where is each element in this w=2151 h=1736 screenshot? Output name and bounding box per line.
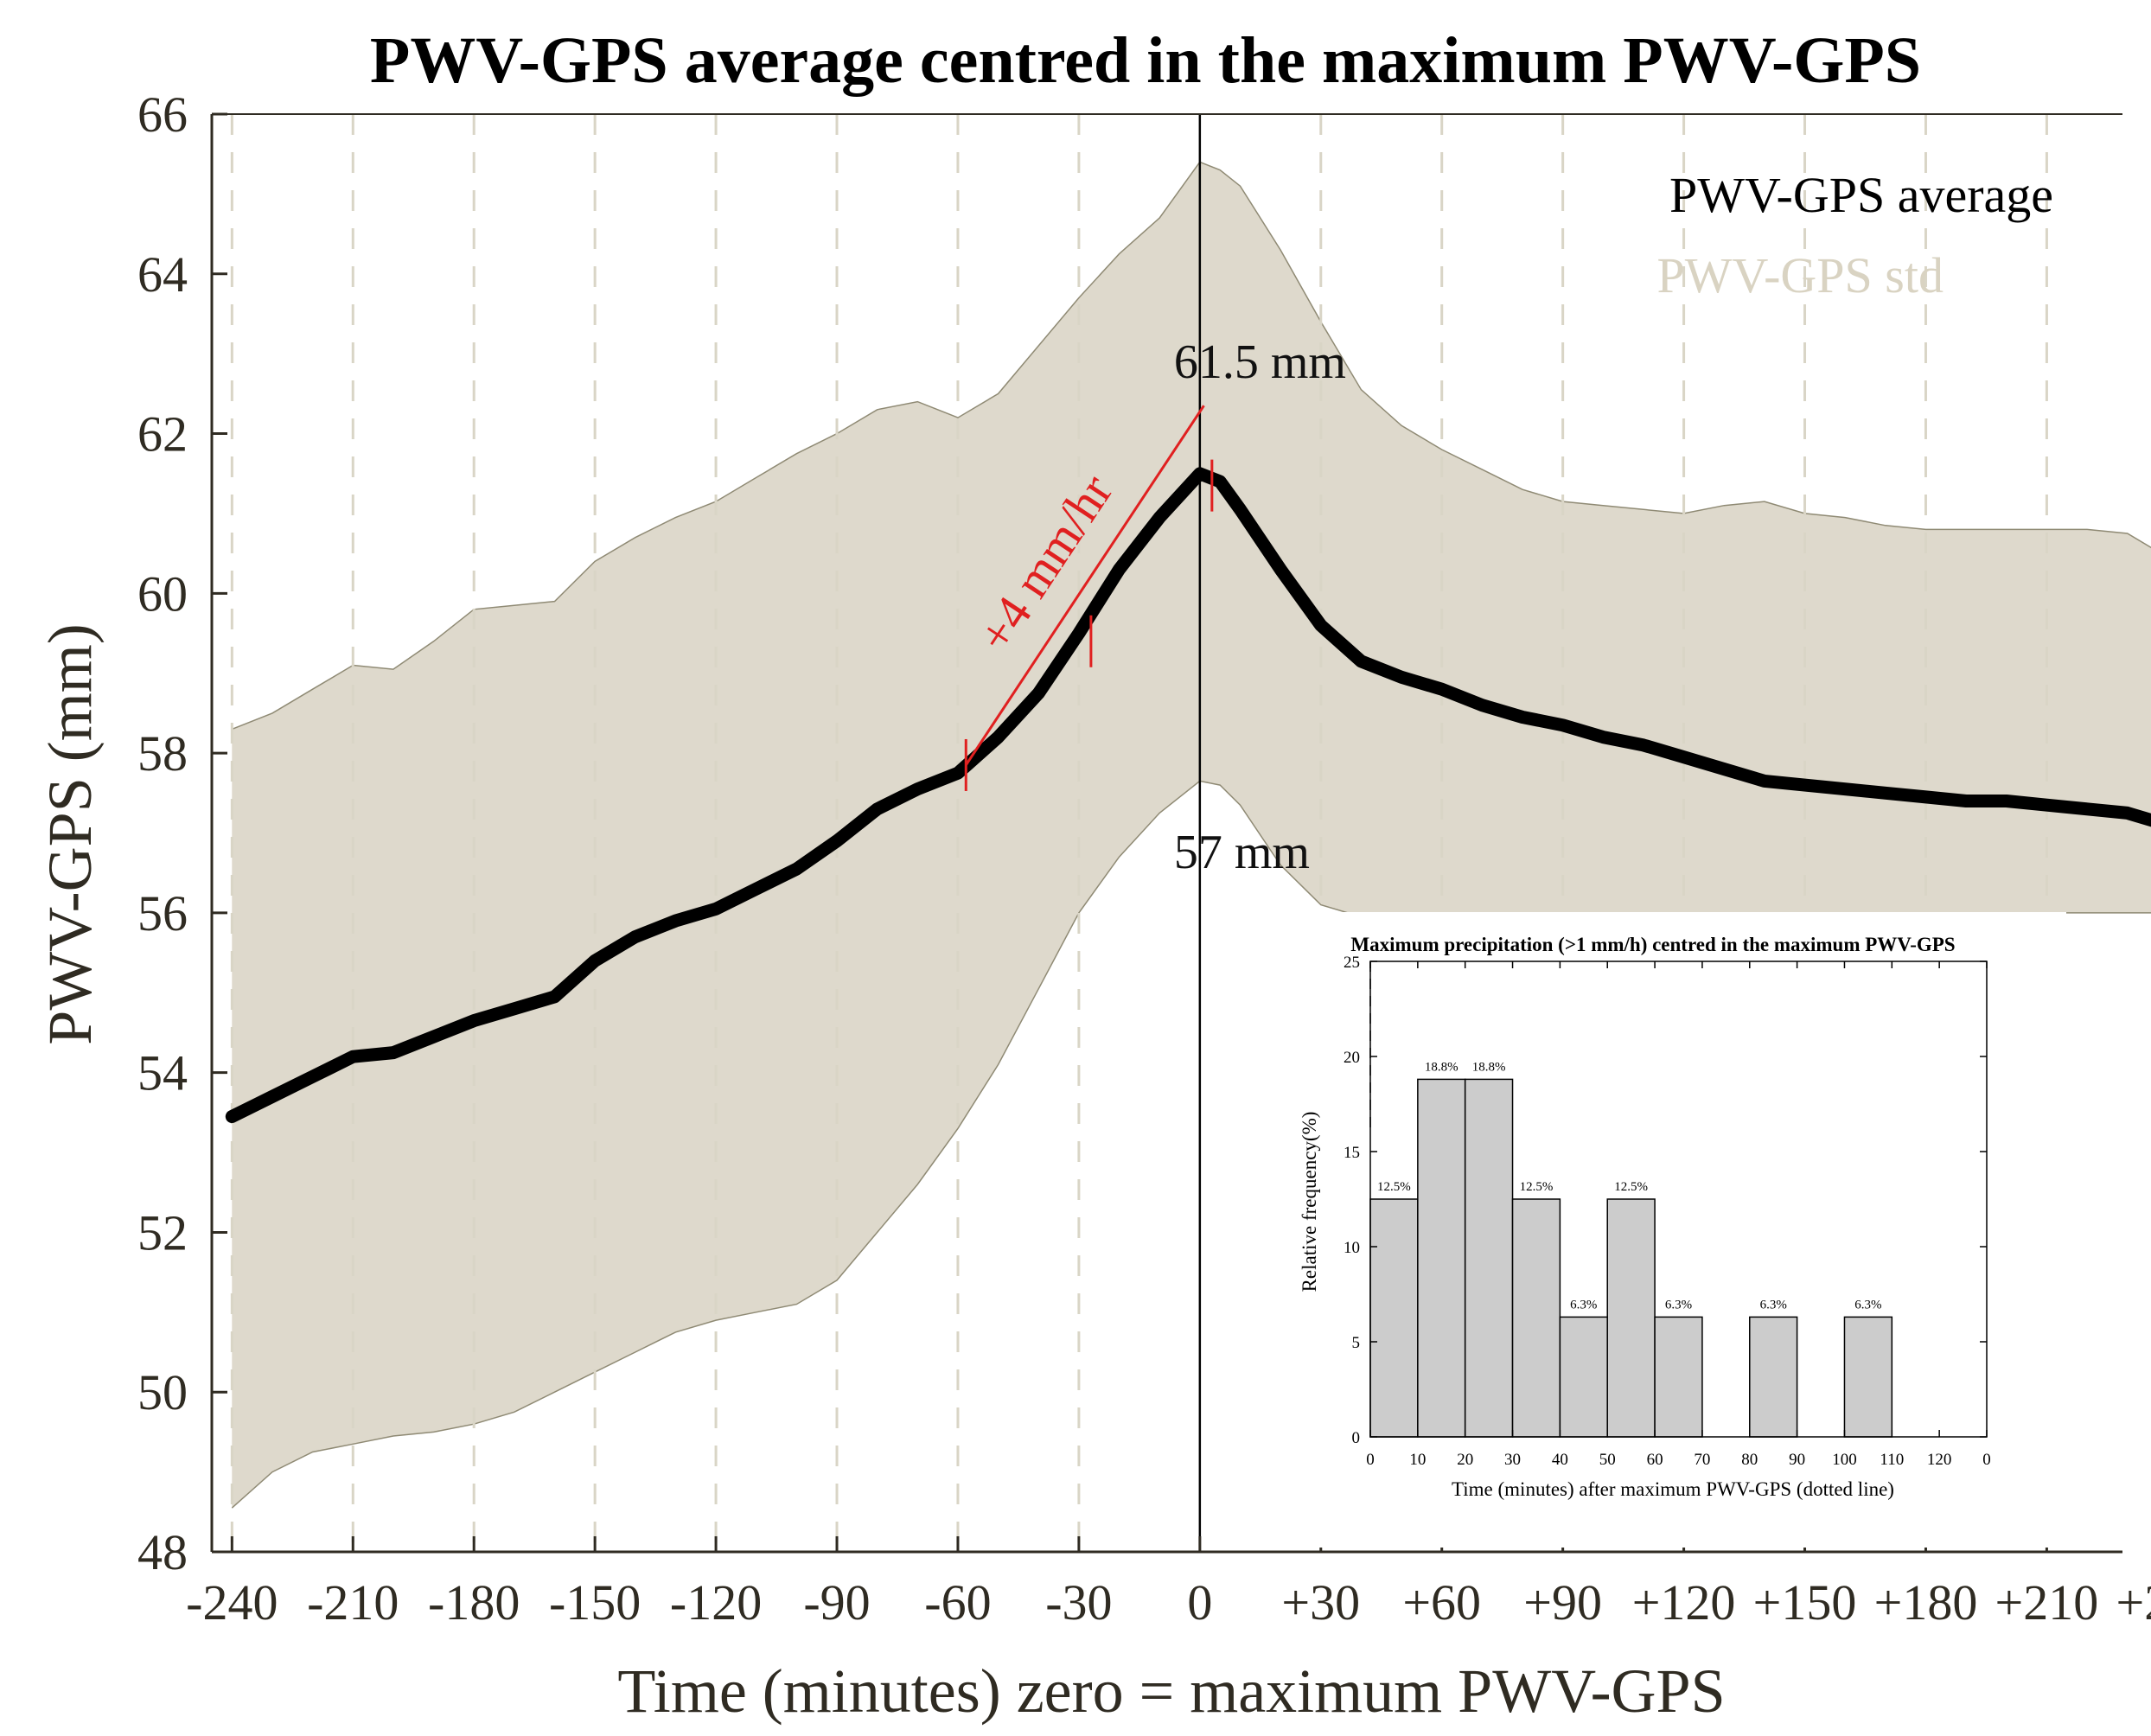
y-tick-label: 60 bbox=[137, 565, 188, 622]
inset-y-tick-label: 0 bbox=[1352, 1429, 1361, 1447]
legend-entry-std: PWV-GPS std bbox=[1657, 247, 1944, 303]
bar-value-label: 6.3% bbox=[1570, 1298, 1597, 1312]
bar-value-label: 18.8% bbox=[1472, 1060, 1506, 1074]
x-tick-label: +240 bbox=[2116, 1574, 2151, 1631]
inset-y-tick-label: 15 bbox=[1344, 1144, 1360, 1162]
histogram-bar bbox=[1749, 1316, 1798, 1438]
bar-value-label: 12.5% bbox=[1520, 1180, 1554, 1194]
slope-line bbox=[965, 405, 1205, 766]
x-tick-label: -30 bbox=[1045, 1574, 1112, 1631]
bar-value-label: 6.3% bbox=[1760, 1298, 1787, 1312]
x-tick-label: 0 bbox=[1187, 1574, 1212, 1631]
x-axis-label: Time (minutes) zero = maximum PWV-GPS bbox=[617, 1656, 1725, 1726]
inset-x-tick-label: 0 bbox=[1982, 1451, 1991, 1469]
y-tick-label: 56 bbox=[137, 885, 188, 941]
inset-x-tick-label: 70 bbox=[1694, 1451, 1710, 1469]
x-tick-label: -60 bbox=[924, 1574, 991, 1631]
legend: PWV-GPS average PWV-GPS std bbox=[1657, 167, 2053, 303]
inset-x-tick-label: 80 bbox=[1741, 1451, 1758, 1469]
histogram-bar bbox=[1654, 1316, 1703, 1438]
x-tick-label: +30 bbox=[1281, 1574, 1360, 1631]
inset-x-tick-label: 0 bbox=[1366, 1451, 1375, 1469]
y-tick-label: 48 bbox=[137, 1524, 188, 1580]
std-band bbox=[232, 162, 2151, 1509]
x-tick-label: +210 bbox=[1995, 1574, 2099, 1631]
y-tick-label: 64 bbox=[137, 246, 188, 303]
y-axis-label: PWV-GPS (mm) bbox=[35, 623, 105, 1044]
x-tick-label: +60 bbox=[1402, 1574, 1481, 1631]
x-tick-label: -150 bbox=[549, 1574, 641, 1631]
y-tick-label: 52 bbox=[137, 1204, 188, 1261]
x-tick-label: -120 bbox=[670, 1574, 762, 1631]
x-tick-label: -210 bbox=[307, 1574, 399, 1631]
y-tick-label: 54 bbox=[137, 1045, 188, 1101]
bar-value-label: 6.3% bbox=[1854, 1298, 1881, 1312]
x-tick-label: -180 bbox=[428, 1574, 520, 1631]
inset-x-tick-label: 40 bbox=[1552, 1451, 1568, 1469]
series-layer bbox=[225, 114, 2151, 1552]
inset-x-tick-label: 110 bbox=[1880, 1451, 1904, 1469]
chart-title: PWV-GPS average centred in the maximum P… bbox=[370, 24, 1921, 97]
inset-bars-layer: 12.5% 18.8% 18.8% 12.5% 6.3% 12.5% 6.3% 6.3% 6.3… bbox=[1369, 961, 1893, 1438]
low-label: 57 mm bbox=[1174, 826, 1310, 879]
inset-y-tick-label: 5 bbox=[1352, 1334, 1361, 1352]
inset-x-tick-label: 60 bbox=[1647, 1451, 1663, 1469]
inset-histogram: Maximum precipitation (>1 mm/h) centred … bbox=[1258, 912, 2066, 1548]
inset-y-tick-label: 20 bbox=[1344, 1049, 1360, 1067]
histogram-bar bbox=[1843, 1316, 1893, 1438]
bar-value-label: 18.8% bbox=[1425, 1060, 1458, 1074]
x-tick-label: +90 bbox=[1523, 1574, 1602, 1631]
inset-y-tick-label: 10 bbox=[1344, 1239, 1360, 1257]
histogram-bar bbox=[1559, 1316, 1608, 1438]
bar-value-label: 6.3% bbox=[1665, 1298, 1692, 1312]
histogram-bar bbox=[1417, 1078, 1466, 1438]
x-tick-label: +180 bbox=[1874, 1574, 1978, 1631]
average-line bbox=[225, 467, 2151, 1123]
inset-plot-frame bbox=[1369, 961, 1988, 1438]
legend-entry-average: PWV-GPS average bbox=[1669, 167, 2053, 223]
x-tick-label: +120 bbox=[1632, 1574, 1736, 1631]
x-tick-label: -240 bbox=[186, 1574, 278, 1631]
inset-x-tick-label: 50 bbox=[1599, 1451, 1616, 1469]
inset-title: Maximum precipitation (>1 mm/h) centred … bbox=[1350, 934, 1955, 955]
histogram-bar bbox=[1369, 1198, 1419, 1438]
inset-x-tick-label: 20 bbox=[1457, 1451, 1473, 1469]
inset-x-tick-label: 120 bbox=[1927, 1451, 1952, 1469]
x-tick-label: +150 bbox=[1753, 1574, 1857, 1631]
histogram-bar bbox=[1464, 1078, 1514, 1438]
y-tick-label: 62 bbox=[137, 406, 188, 463]
inset-x-tick-label: 10 bbox=[1409, 1451, 1426, 1469]
x-tick-label: -90 bbox=[803, 1574, 870, 1631]
inset-x-tick-label: 100 bbox=[1832, 1451, 1857, 1469]
histogram-bar bbox=[1511, 1198, 1561, 1438]
inset-y-axis-label: Relative frequency(%) bbox=[1299, 1112, 1320, 1292]
y-tick-label: 58 bbox=[137, 725, 188, 782]
y-tick-label: 66 bbox=[137, 86, 188, 143]
bar-value-label: 12.5% bbox=[1614, 1180, 1648, 1194]
inset-x-tick-label: 90 bbox=[1789, 1451, 1805, 1469]
histogram-bar bbox=[1606, 1198, 1656, 1438]
inset-y-tick-label: 25 bbox=[1344, 954, 1360, 972]
inset-x-tick-label: 30 bbox=[1504, 1451, 1521, 1469]
y-tick-label: 50 bbox=[137, 1364, 188, 1420]
inset-axes-layer: 0 5 10 15 20 25 0 10 20 30 40 50 60 70 80 90 100 110 120 0 bbox=[1344, 954, 1991, 1469]
peak-label: 61.5 mm bbox=[1174, 335, 1346, 389]
inset-x-axis-label: Time (minutes) after maximum PWV-GPS (do… bbox=[1452, 1478, 1894, 1500]
bar-value-label: 12.5% bbox=[1377, 1180, 1411, 1194]
